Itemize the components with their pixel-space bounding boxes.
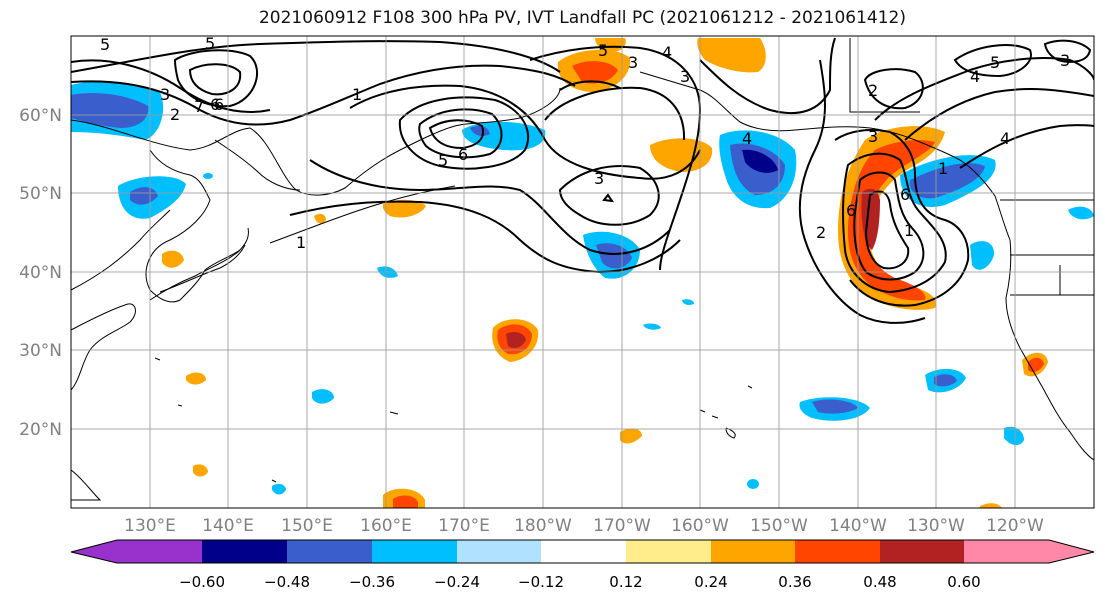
colorbar-tick: −0.24 bbox=[434, 573, 480, 591]
lon-label: 150°W bbox=[750, 516, 808, 536]
lat-label: 50°N bbox=[19, 184, 62, 204]
colorbar-swatch bbox=[372, 540, 457, 563]
contour-label: 5 bbox=[100, 35, 110, 54]
contour-label: 4 bbox=[1000, 129, 1010, 148]
lon-label: 130°E bbox=[124, 516, 176, 536]
contour-label: 3 bbox=[680, 67, 690, 86]
colorbar-tick: 0.12 bbox=[609, 573, 642, 591]
colorbar-ticks: −0.60 −0.48 −0.36 −0.24 −0.12 0.12 0.24 … bbox=[179, 573, 981, 591]
contour-label: 3 bbox=[1060, 51, 1070, 70]
lon-label: 170°E bbox=[438, 516, 490, 536]
lon-label: 180°W bbox=[514, 516, 572, 536]
colorbar-swatch bbox=[795, 540, 880, 563]
colorbar: −0.60 −0.48 −0.36 −0.24 −0.12 0.12 0.24 … bbox=[70, 539, 1095, 591]
lon-label: 150°E bbox=[281, 516, 333, 536]
contour-label: 6 bbox=[458, 145, 468, 164]
contour-label: 7 bbox=[194, 97, 204, 116]
lat-label: 20°N bbox=[19, 420, 62, 440]
contour-label: 3 bbox=[628, 53, 638, 72]
contour-label: 2 bbox=[170, 105, 180, 124]
colorbar-tick: 0.24 bbox=[694, 573, 727, 591]
colorbar-tick: −0.48 bbox=[264, 573, 310, 591]
contour-label: 3 bbox=[160, 85, 170, 104]
lon-label: 140°E bbox=[202, 516, 254, 536]
contour-label: 1 bbox=[938, 159, 948, 178]
map-frame bbox=[70, 35, 1095, 509]
lon-label: 140°W bbox=[829, 516, 887, 536]
colorbar-swatch bbox=[711, 540, 795, 563]
contour-label: 1 bbox=[904, 221, 914, 240]
lon-label: 170°W bbox=[593, 516, 651, 536]
contour-label: 3 bbox=[594, 169, 604, 188]
colorbar-swatch bbox=[626, 540, 711, 563]
coastlines bbox=[71, 38, 1094, 501]
contour-label: 6 bbox=[214, 95, 224, 114]
colorbar-swatch bbox=[457, 540, 541, 563]
colorbar-swatch bbox=[880, 540, 964, 563]
contour-label: 4 bbox=[970, 67, 980, 86]
colorbar-tick: 0.48 bbox=[863, 573, 896, 591]
contour-label: 3 bbox=[868, 127, 878, 146]
colorbar-swatch bbox=[71, 540, 202, 563]
lon-label: 160°E bbox=[360, 516, 412, 536]
lon-axis: 130°E 140°E 150°E 160°E 170°E 180°W 170°… bbox=[124, 516, 1044, 536]
colorbar-tick: −0.12 bbox=[518, 573, 564, 591]
contour-label: 4 bbox=[742, 129, 752, 148]
colorbar-swatch bbox=[541, 540, 626, 563]
colorbar-tick: 0.60 bbox=[947, 573, 980, 591]
contour-label: 6 bbox=[846, 201, 856, 220]
lat-label: 40°N bbox=[19, 263, 62, 283]
colorbar-swatch bbox=[287, 540, 372, 563]
colorbar-swatch bbox=[202, 540, 287, 563]
contour-label: 5 bbox=[205, 34, 215, 53]
contour-label: 2 bbox=[868, 81, 878, 100]
contour-label: 4 bbox=[662, 43, 672, 62]
lat-label: 60°N bbox=[19, 106, 62, 126]
contour-label: 1 bbox=[352, 85, 362, 104]
contour-label: 5 bbox=[598, 41, 608, 60]
shading-layer bbox=[71, 38, 1094, 508]
colorbar-outline bbox=[70, 539, 1095, 564]
colorbar-tick: 0.36 bbox=[778, 573, 811, 591]
contour-label: 5 bbox=[990, 53, 1000, 72]
contour-label: 5 bbox=[438, 151, 448, 170]
contour-label: 6 bbox=[210, 95, 220, 114]
lon-label: 120°W bbox=[986, 516, 1044, 536]
lat-axis: 60°N 50°N 40°N 30°N 20°N bbox=[19, 106, 62, 440]
colorbar-tick: −0.60 bbox=[179, 573, 225, 591]
contour-label: 2 bbox=[816, 223, 826, 242]
figure-title: 2021060912 F108 300 hPa PV, IVT Landfall… bbox=[258, 8, 906, 28]
contour-label: 6 bbox=[900, 185, 910, 204]
colorbar-swatch bbox=[964, 540, 1094, 563]
contour-labels: 5 5 6 7 2 3 1 5 6 3 6 3 5 4 3 2 4 5 4 3 … bbox=[100, 34, 1070, 252]
contour-label: 1 bbox=[296, 233, 306, 252]
gridlines bbox=[71, 36, 1094, 508]
lon-label: 130°W bbox=[907, 516, 965, 536]
pv-contours bbox=[71, 37, 1094, 324]
lat-label: 30°N bbox=[19, 341, 62, 361]
lon-label: 160°W bbox=[671, 516, 729, 536]
colorbar-tick: −0.36 bbox=[349, 573, 395, 591]
